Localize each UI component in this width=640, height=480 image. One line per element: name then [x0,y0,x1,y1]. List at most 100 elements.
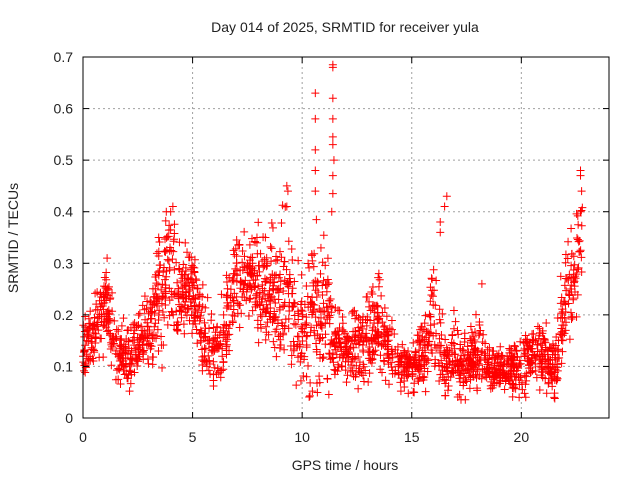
data-point [504,369,513,378]
data-point [287,245,296,254]
data-point [130,368,139,377]
data-point [526,358,535,367]
data-point [288,256,297,264]
data-point [162,245,171,254]
data-point [231,244,240,253]
data-point [306,378,315,387]
data-point [126,367,135,376]
data-point [144,309,153,318]
data-point [365,369,374,378]
data-point [460,351,469,360]
data-point [359,337,368,346]
data-point [441,335,450,344]
data-point [478,337,487,346]
data-point [464,371,473,380]
data-point [485,371,494,380]
data-point [236,301,245,310]
data-point [294,353,303,362]
data-point [510,342,519,351]
data-point [201,344,210,353]
data-point [252,233,261,242]
data-point [219,357,228,366]
data-point [326,302,335,311]
data-point [191,293,200,302]
data-point [528,350,537,359]
data-point [460,329,469,338]
data-point [578,203,587,212]
data-point [197,328,206,337]
data-point [352,339,361,348]
data-point [200,318,209,327]
data-point [293,332,302,341]
data-point [290,341,299,350]
data-point [538,341,547,350]
data-point [370,350,379,359]
data-point [449,339,458,348]
data-point [85,331,94,340]
x-axis-label: GPS time / hours [292,457,399,473]
data-point [297,322,306,331]
data-point [267,244,276,253]
data-point [551,365,560,374]
data-point [418,372,427,381]
data-point [351,372,360,381]
data-point [499,368,508,377]
data-point [236,284,245,293]
data-point [520,389,529,398]
data-point [464,355,473,364]
data-point [423,367,432,376]
data-point [522,376,531,385]
data-point [548,377,557,386]
data-point [308,308,317,317]
data-point [201,332,210,341]
data-point [358,346,367,355]
data-point [306,328,315,337]
data-point [573,211,582,220]
data-point [229,269,238,278]
data-point [516,337,525,346]
data-point [436,318,445,327]
data-point [302,332,311,341]
data-point [179,320,188,329]
data-point [292,381,301,390]
data-point [102,315,111,324]
data-point [284,314,293,323]
data-point [135,350,144,359]
data-point [163,320,172,329]
y-tick-label: 0.3 [54,255,74,271]
data-point [314,288,323,297]
data-point [198,280,207,289]
data-point [455,390,464,399]
data-point [116,344,125,353]
data-point [456,340,465,349]
data-point [577,187,586,196]
data-point [565,270,574,279]
data-point [126,379,135,388]
data-point [151,284,160,293]
data-point [533,340,542,349]
data-point [381,376,390,385]
data-point [290,277,299,286]
data-point [154,271,163,280]
data-point [567,281,576,290]
data-point [272,252,281,261]
data-point [155,261,164,270]
data-point [322,287,331,296]
data-point [148,360,157,369]
data-point [117,321,126,330]
data-point [275,343,284,352]
data-point [546,344,555,353]
data-point [364,377,373,386]
data-point [394,368,403,377]
data-point [162,207,171,216]
data-point [266,309,275,318]
data-point [380,304,389,313]
data-point [126,354,135,363]
data-point [531,360,540,369]
data-point [420,319,429,328]
data-point [331,328,340,337]
data-point [530,351,539,360]
data-point [558,321,567,330]
data-point [570,282,579,291]
data-point [201,303,210,312]
